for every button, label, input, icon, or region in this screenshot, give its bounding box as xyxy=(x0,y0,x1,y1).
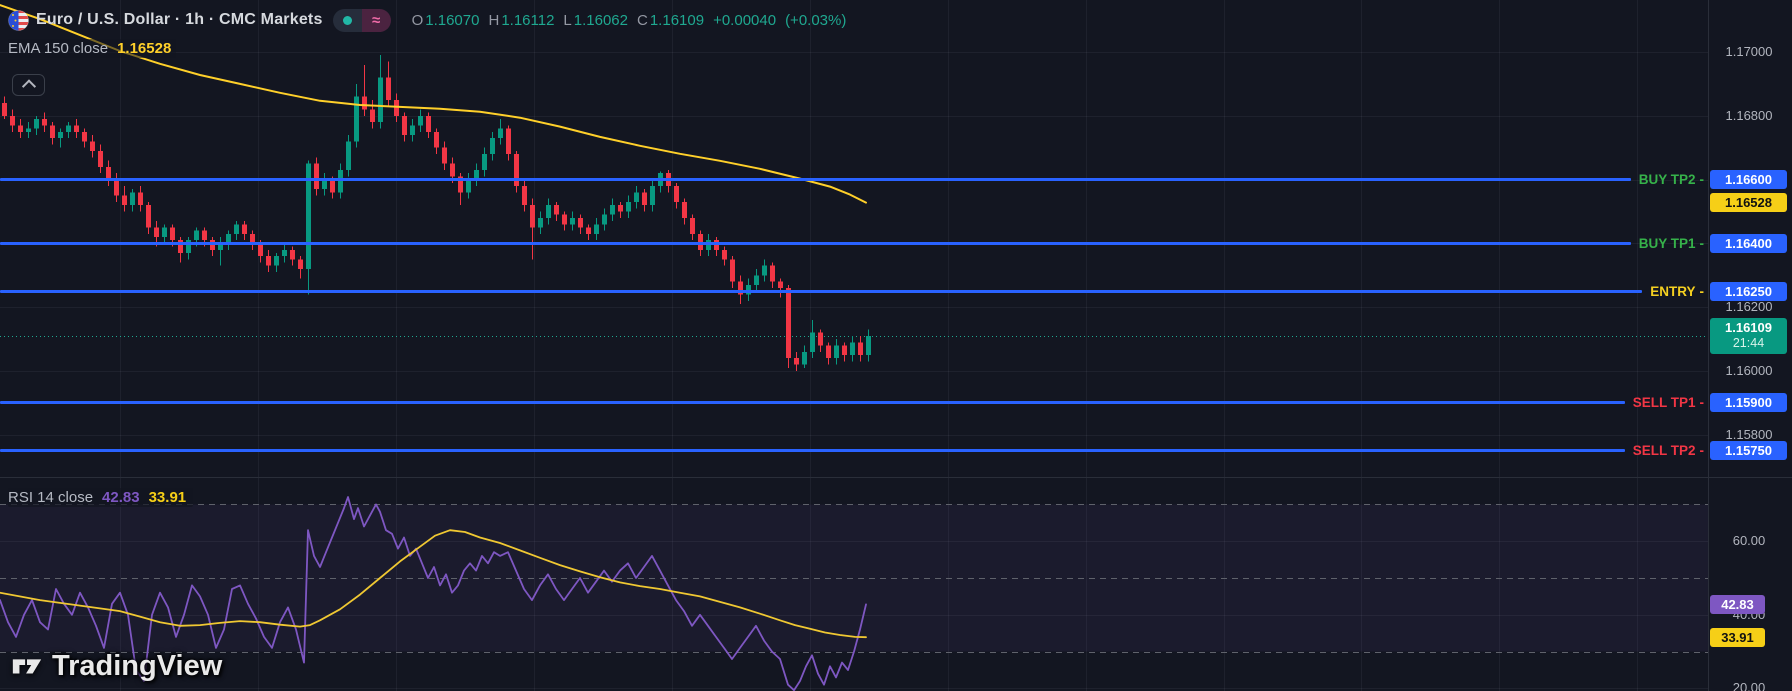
ema-indicator-value: 1.16528 xyxy=(117,40,172,57)
price-axis-label: 1.16200 xyxy=(1725,299,1773,315)
level-dash: - xyxy=(1699,443,1705,459)
rsi-axis-label: 20.00 xyxy=(1732,680,1766,691)
tradingview-logo-icon xyxy=(12,659,42,674)
level-line-segment[interactable] xyxy=(0,449,1625,453)
level-line-buy-tp2[interactable]: BUY TP2- xyxy=(0,170,1706,190)
price-axis-label: 1.15800 xyxy=(1725,426,1773,442)
change-value: +0.00040 xyxy=(713,11,777,29)
market-status-dot xyxy=(342,15,352,25)
ema-indicator-row[interactable]: EMA 150 close 1.16528 xyxy=(8,39,177,58)
market-status-pill[interactable]: ≈ xyxy=(332,8,391,32)
ema-value-badge: 1.16528 xyxy=(1710,193,1787,213)
price-axis-label: 1.16000 xyxy=(1725,363,1773,378)
level-line-buy-tp1[interactable]: BUY TP1- xyxy=(0,233,1706,253)
level-price-badge-buy-tp2: 1.16600 xyxy=(1710,170,1787,190)
delayed-data-icon: ≈ xyxy=(361,8,391,32)
price-axis-label: 1.16800 xyxy=(1725,107,1773,123)
level-dash: - xyxy=(1699,283,1705,299)
rsi-indicator-value: 42.83 xyxy=(102,489,140,506)
symbol-title[interactable]: Euro / U.S. Dollar · 1h · CMC Markets xyxy=(36,11,323,28)
rsi-axis-label: 60.00 xyxy=(1732,533,1766,549)
level-label: ENTRY xyxy=(1650,283,1696,299)
close-label: C xyxy=(637,11,648,29)
symbol-pair-icon xyxy=(8,9,29,31)
watermark-text: TradingView xyxy=(52,649,223,682)
level-line-sell-tp2[interactable]: SELL TP2- xyxy=(0,441,1706,461)
level-price-badge-entry: 1.16250 xyxy=(1710,281,1787,301)
ohlc-row: O 1.16070 H 1.16112 L 1.16062 C 1.16109 +0.0… xyxy=(403,12,847,29)
chevron-up-icon xyxy=(21,79,36,94)
level-label: BUY TP1 xyxy=(1638,235,1696,251)
rsi-ma-value-badge: 33.91 xyxy=(1710,627,1765,647)
level-label: BUY TP2 xyxy=(1638,172,1696,188)
high-value: 1.16112 xyxy=(501,11,555,29)
open-value: 1.16070 xyxy=(425,11,480,29)
level-line-entry[interactable]: ENTRY - xyxy=(0,281,1706,301)
level-price-badge-buy-tp1: 1.16400 xyxy=(1710,233,1787,253)
level-label: SELL TP1 xyxy=(1632,395,1696,411)
tradingview-watermark[interactable]: TradingView xyxy=(10,649,222,683)
level-line-segment[interactable] xyxy=(0,241,1631,245)
current-price-badge: 1.16109 21:44 xyxy=(1710,318,1787,355)
symbol-header: Euro / U.S. Dollar · 1h · CMC Markets ≈ … xyxy=(8,7,846,33)
bar-countdown: 21:44 xyxy=(1732,336,1765,351)
price-axis-separator[interactable] xyxy=(1708,0,1709,691)
ema-indicator-label: EMA 150 close xyxy=(8,40,109,57)
change-percent: (+0.03%) xyxy=(785,11,847,29)
level-dash: - xyxy=(1699,235,1705,251)
high-label: H xyxy=(488,11,500,29)
pane-separator[interactable] xyxy=(0,477,1792,478)
price-axis-label: 1.17000 xyxy=(1725,44,1773,59)
low-value: 1.16062 xyxy=(573,11,628,29)
level-line-segment[interactable] xyxy=(0,401,1625,405)
rsi-ma-value: 33.91 xyxy=(148,489,187,506)
low-label: L xyxy=(563,11,572,29)
level-line-segment[interactable] xyxy=(0,289,1643,293)
rsi-value-badge: 42.83 xyxy=(1710,594,1765,614)
open-label: O xyxy=(411,11,424,29)
market-open-segment xyxy=(332,8,362,32)
current-price-value: 1.16109 xyxy=(1725,320,1772,336)
level-dash: - xyxy=(1699,395,1705,411)
level-dash: - xyxy=(1699,172,1705,188)
rsi-indicator-row[interactable]: RSI 14 close 42.83 33.91 xyxy=(8,488,194,507)
level-label: SELL TP2 xyxy=(1632,443,1696,459)
level-line-sell-tp1[interactable]: SELL TP1- xyxy=(0,393,1706,413)
pane-collapse-button[interactable] xyxy=(12,74,45,96)
level-price-badge-sell-tp1: 1.15900 xyxy=(1710,393,1787,413)
close-value: 1.16109 xyxy=(649,11,705,29)
level-line-segment[interactable] xyxy=(0,178,1631,182)
level-price-badge-sell-tp2: 1.15750 xyxy=(1710,441,1787,461)
rsi-indicator-label: RSI 14 close xyxy=(8,489,94,506)
